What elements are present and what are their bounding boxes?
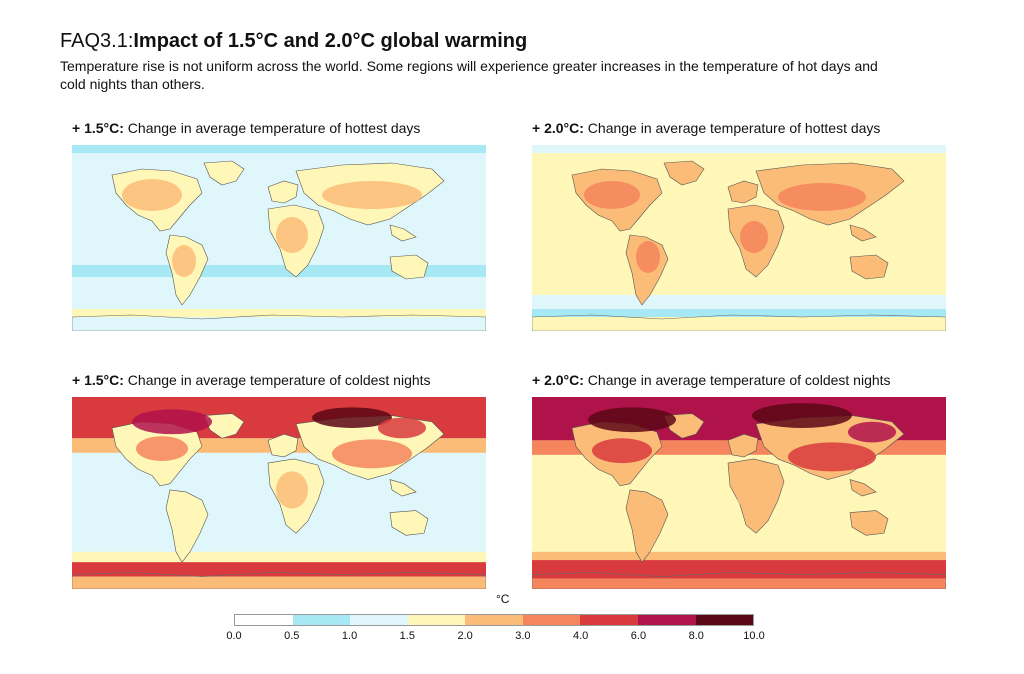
legend-unit: °C [496,592,510,606]
landmass [267,433,299,458]
latitude-band [532,295,946,309]
panel-scenario: + 2.0°C: [532,372,584,388]
latitude-band [72,551,486,565]
legend-swatch [407,615,466,625]
warming-hotspot [276,471,308,509]
legend-tick-label: 0.0 [226,630,242,642]
panel-title: + 1.5°C: Change in average temperature o… [72,119,420,137]
panel-description: Change in average temperature of hottest… [127,120,421,136]
warming-hotspot [778,183,866,211]
legend-swatch [695,615,754,625]
color-legend: °C 0.0 0.5 1.0 1.5 2.0 3.0 4.0 6.0 8.0 10.0 [226,592,765,652]
legend-swatch [235,615,293,625]
world-map [72,397,486,589]
legend-tick-label: 1.5 [399,630,415,642]
landmass [203,413,245,439]
map-svg [72,397,486,589]
warming-hotspot [588,407,676,433]
legend-swatch [580,615,638,625]
legend-tick-label: 1.0 [341,630,358,642]
warming-hotspot [378,417,426,439]
landmass [389,479,417,497]
warming-hotspot [172,245,196,277]
map-svg [72,145,486,331]
legend-tick-label: 6.0 [630,630,647,642]
panel-scenario: + 1.5°C: [72,120,124,136]
landmass [625,489,669,563]
legend-tick-label: 0.5 [284,630,300,642]
landmass [849,224,877,242]
latitude-band [72,293,486,305]
warming-hotspot [636,241,660,273]
warming-hotspot [122,179,182,211]
landmass [849,510,889,536]
legend-tick-label: 8.0 [688,630,704,642]
warming-hotspot [740,221,768,253]
legend-swatch [637,615,696,625]
panel-description: Change in average temperature of hottest… [587,120,881,136]
world-map [532,397,946,589]
landmass [727,433,759,458]
warming-hotspot [592,438,652,464]
panel-description: Change in average temperature of coldest… [587,372,891,388]
antarctica-outline [72,314,486,331]
latitude-band [72,145,486,153]
landmass [267,180,299,204]
warming-hotspot [394,257,418,273]
latitude-band [72,562,486,577]
legend-swatch [465,615,523,625]
warming-hotspot [848,421,896,443]
warming-hotspot [322,181,422,209]
landmass [389,224,417,242]
panel-title: + 2.0°C: Change in average temperature o… [532,119,880,137]
antarctica-outline [72,572,486,589]
warming-hotspot [736,473,768,511]
panel-scenario: + 1.5°C: [72,372,124,388]
figure-number: FAQ3.1: [60,30,134,52]
panel-scenario: + 2.0°C: [532,120,584,136]
latitude-band [72,576,486,589]
landmass [849,479,877,497]
panel-title: + 1.5°C: Change in average temperature o… [72,371,431,389]
legend-swatch [350,615,408,625]
warming-hotspot [136,436,188,461]
warming-hotspot [788,442,876,472]
warming-hotspot [276,217,308,253]
warming-hotspot [854,259,878,275]
map-svg [532,145,946,331]
latitude-band [532,145,946,153]
landmass [389,510,429,536]
panel-description: Change in average temperature of coldest… [127,372,431,388]
latitude-band [532,309,946,317]
panel-title: + 2.0°C: Change in average temperature o… [532,371,891,389]
warming-hotspot [584,181,640,209]
legend-tick-label: 4.0 [573,630,589,642]
figure-subtitle: Temperature rise is not uniform across t… [60,58,878,92]
map-svg [532,397,946,589]
legend-swatch [292,615,351,625]
landmass [203,160,245,186]
landmass [165,489,209,563]
legend-tick-label: 2.0 [457,630,473,642]
warming-hotspot [332,439,412,469]
latitude-band [532,560,946,579]
page-title: FAQ3.1:Impact of 1.5°C and 2.0°C global … [60,28,527,54]
world-map [72,145,486,331]
latitude-band [72,309,486,317]
landmass [663,160,705,186]
world-map [532,145,946,331]
landmass [727,180,759,204]
warming-hotspot [312,407,392,428]
legend-tick-label: 10.0 [743,630,765,642]
warming-hotspot [132,409,212,435]
legend-color-bar [234,614,754,626]
figure-title: Impact of 1.5°C and 2.0°C global warming [133,30,528,52]
latitude-band [532,551,946,561]
legend-tick-label: 3.0 [515,630,531,642]
antarctica-outline [532,572,946,589]
antarctica-outline [532,314,946,331]
latitude-band [532,578,946,589]
legend-swatch [522,615,581,625]
warming-hotspot [752,403,852,428]
